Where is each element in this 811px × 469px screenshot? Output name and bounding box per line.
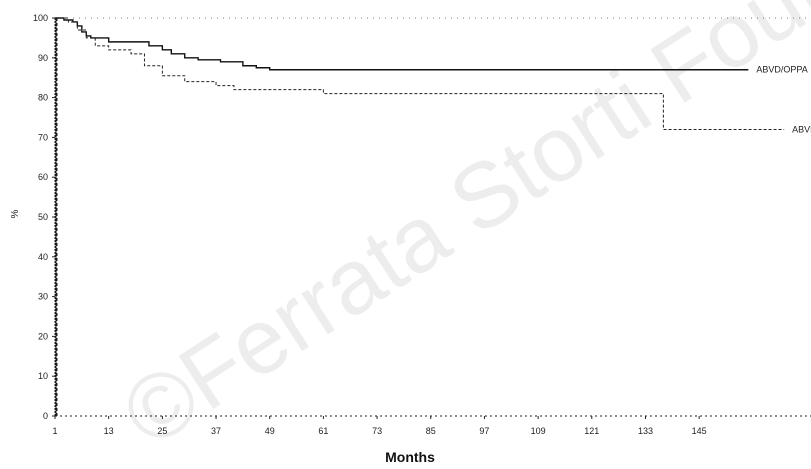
series-line-0	[55, 17, 749, 71]
y-tick-label: 30	[38, 292, 48, 302]
x-tick-label: 49	[265, 426, 275, 436]
x-tick-label: 133	[638, 426, 653, 436]
series-label-0: ABVD/OPPA	[756, 65, 807, 75]
x-tick-label: 37	[211, 426, 221, 436]
y-tick-label: 10	[38, 371, 48, 381]
y-axis-label: %	[10, 209, 21, 218]
y-axis-ticks: 0 10 20 30 40 50 60 70 80 90 100	[33, 13, 55, 421]
chart-series: ABVD/OPPA ABVD/MOPP	[55, 17, 811, 416]
y-tick-label: 60	[38, 172, 48, 182]
y-tick-label: 100	[33, 13, 48, 23]
y-tick-label: 40	[38, 252, 48, 262]
x-axis-label: Months	[385, 449, 435, 465]
series-label-1: ABVD/MOPP	[792, 124, 811, 134]
x-tick-label: 97	[479, 426, 489, 436]
y-tick-label: 80	[38, 93, 48, 103]
series-line-1	[55, 17, 785, 130]
y-tick-label: 50	[38, 212, 48, 222]
x-tick-label: 73	[372, 426, 382, 436]
x-tick-label: 121	[584, 426, 599, 436]
y-tick-label: 0	[43, 411, 48, 421]
y-tick-label: 90	[38, 53, 48, 63]
x-tick-label: 25	[157, 426, 167, 436]
x-tick-label: 13	[104, 426, 114, 436]
x-tick-label: 85	[426, 426, 436, 436]
x-tick-label: 109	[531, 426, 546, 436]
y-tick-label: 20	[38, 331, 48, 341]
x-tick-label: 145	[692, 426, 707, 436]
y-tick-label: 70	[38, 132, 48, 142]
x-axis-ticks: 1 13 25 37 49 61 73 85 97 109 121 133 145	[52, 416, 707, 436]
x-tick-label: 1	[52, 426, 57, 436]
x-tick-label: 61	[318, 426, 328, 436]
